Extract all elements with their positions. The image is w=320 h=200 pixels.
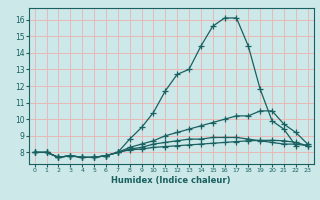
X-axis label: Humidex (Indice chaleur): Humidex (Indice chaleur) bbox=[111, 176, 231, 185]
